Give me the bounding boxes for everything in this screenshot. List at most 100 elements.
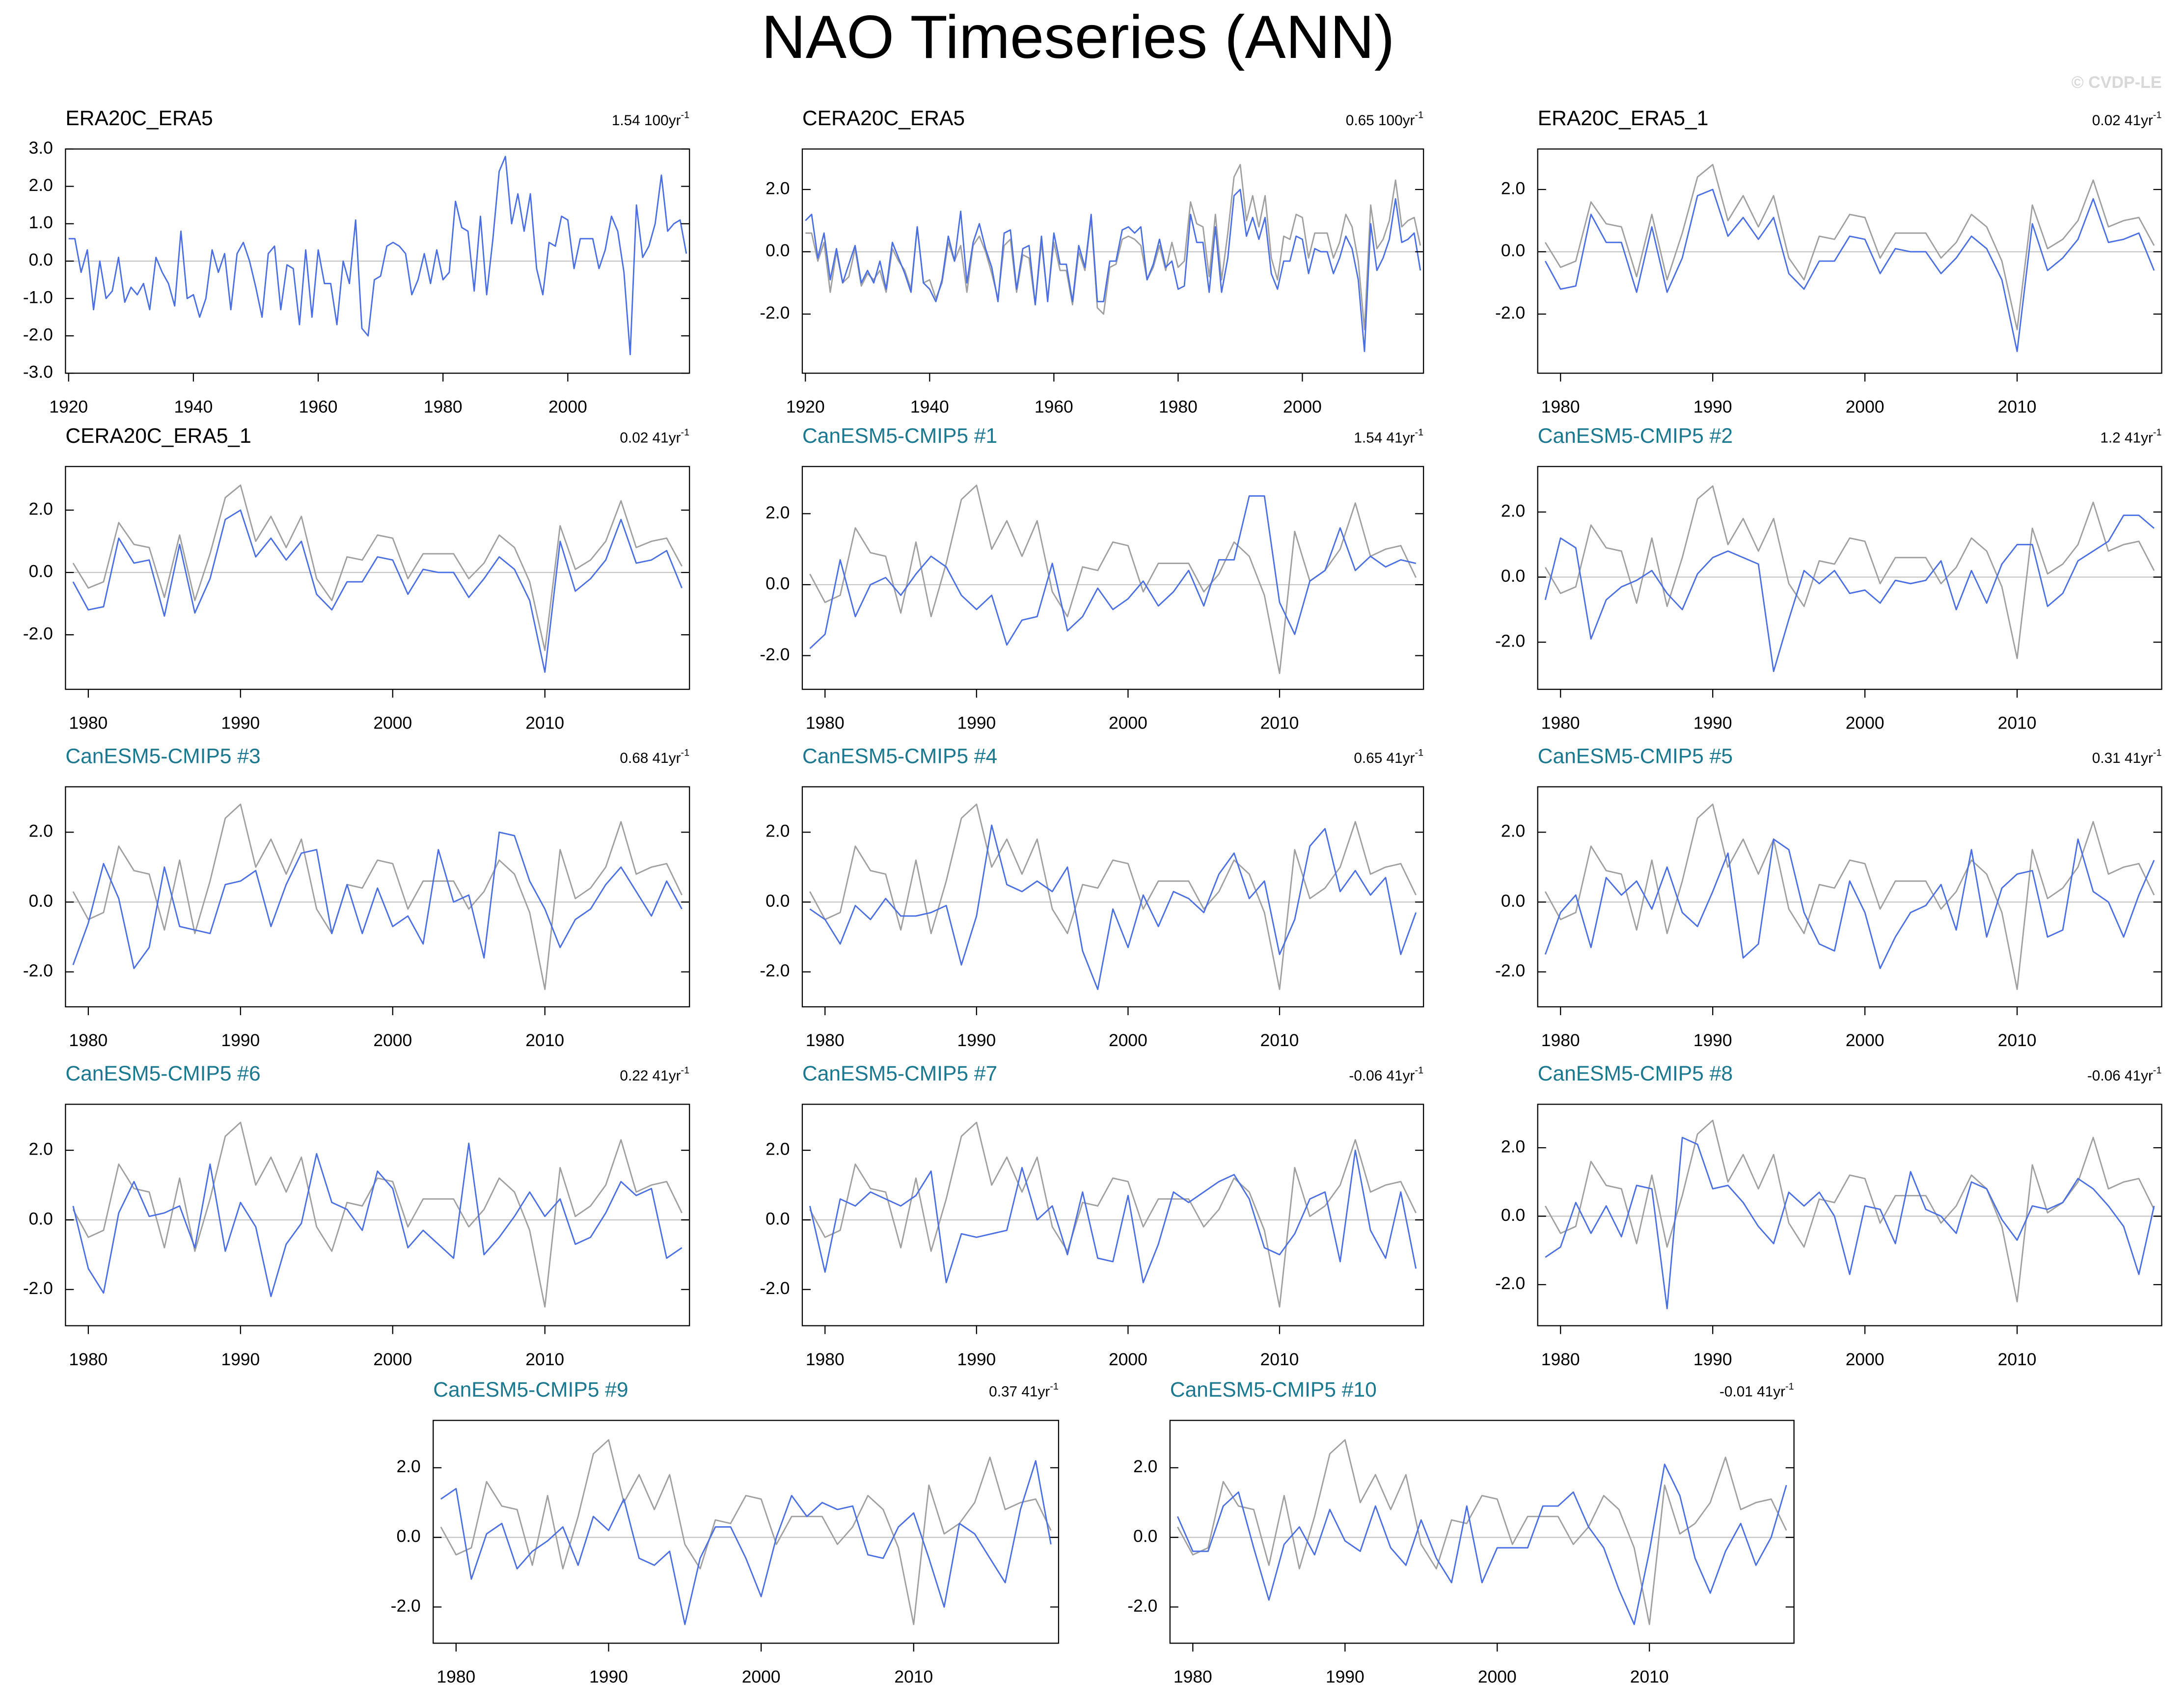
- y-tick-label: 2.0: [765, 178, 790, 198]
- x-tick-label: 2000: [1283, 397, 1322, 417]
- trend-value: 0.65 41yr: [1354, 750, 1415, 766]
- trend-exponent: -1: [681, 1065, 690, 1076]
- series-line: [440, 1439, 1052, 1625]
- y-tick-label: 1.0: [29, 213, 53, 232]
- plot-frame: [1169, 1420, 1795, 1644]
- x-tick-label: 1980: [1541, 1350, 1580, 1369]
- x-tick-label: 2000: [1109, 1350, 1147, 1369]
- x-tick-label: 1980: [1541, 713, 1580, 732]
- trend-value: 0.02 41yr: [620, 430, 681, 446]
- series-line: [72, 803, 682, 990]
- plot-frame: [801, 1104, 1424, 1326]
- trend-exponent: -1: [1785, 1381, 1794, 1392]
- x-tick-label: 2010: [1260, 1030, 1299, 1050]
- y-tick-label: 2.0: [29, 1139, 53, 1159]
- x-tick-label: 1990: [957, 1030, 996, 1050]
- trend-label: -0.06 41yr-1: [1349, 1065, 1423, 1084]
- y-tick-label: 0.0: [1133, 1526, 1157, 1546]
- series-line: [1544, 838, 2155, 970]
- trend-exponent: -1: [1415, 427, 1423, 438]
- plot-frame: [1537, 1104, 2162, 1326]
- figure-title: NAO Timeseries (ANN): [762, 3, 1395, 71]
- y-tick-label: -2.0: [23, 324, 53, 344]
- y-tick-label: 2.0: [1133, 1457, 1157, 1476]
- x-tick-label: 2000: [1846, 397, 1884, 417]
- plot-frame: [65, 466, 690, 690]
- panel-title: CanESM5-CMIP5 #7: [802, 1062, 997, 1085]
- x-tick-label: 1980: [69, 713, 108, 732]
- trend-value: 0.65 100yr: [1346, 112, 1415, 129]
- trend-exponent: -1: [681, 748, 690, 758]
- x-tick-label: 1990: [1693, 397, 1732, 417]
- panel-title: CanESM5-CMIP5 #2: [1538, 424, 1733, 448]
- y-tick-label: 0.0: [765, 891, 790, 911]
- x-tick-label: 1980: [437, 1667, 475, 1687]
- x-tick-label: 2010: [525, 1030, 564, 1050]
- trend-value: 0.31 41yr: [2092, 750, 2153, 766]
- x-tick-label: 1990: [221, 1350, 260, 1369]
- trend-label: 0.68 41yr-1: [620, 748, 689, 766]
- x-tick-label: 2010: [1998, 1350, 2037, 1369]
- y-tick-label: 2.0: [765, 1139, 790, 1159]
- trend-label: -0.01 41yr-1: [1720, 1381, 1794, 1400]
- series-line: [809, 1149, 1417, 1283]
- y-tick-label: -2.0: [23, 1278, 53, 1298]
- y-tick-label: -2.0: [1495, 1273, 1525, 1293]
- x-tick-label: 2010: [1260, 1350, 1299, 1369]
- panel-title: CanESM5-CMIP5 #5: [1538, 744, 1733, 768]
- x-tick-label: 2000: [373, 713, 412, 732]
- trend-value: 0.22 41yr: [620, 1068, 681, 1084]
- series-line: [440, 1460, 1052, 1625]
- y-tick-label: -2.0: [760, 645, 790, 664]
- trend-label: 0.65 100yr-1: [1346, 110, 1423, 129]
- panel-title: CERA20C_ERA5_1: [65, 424, 251, 448]
- panel-title: CanESM5-CMIP5 #1: [802, 424, 997, 448]
- panel-title: CanESM5-CMIP5 #4: [802, 744, 997, 768]
- y-tick-label: 0.0: [1501, 891, 1525, 911]
- y-tick-label: 0.0: [29, 250, 53, 270]
- x-tick-label: 2010: [1998, 713, 2037, 732]
- trend-exponent: -1: [1415, 110, 1423, 121]
- x-tick-label: 2000: [548, 397, 587, 417]
- series-line: [809, 495, 1417, 649]
- y-tick-label: 0.0: [765, 241, 790, 260]
- x-tick-label: 1920: [49, 397, 88, 417]
- panel-title: CanESM5-CMIP5 #6: [65, 1062, 260, 1085]
- panel-title: CanESM5-CMIP5 #10: [1170, 1378, 1377, 1402]
- x-tick-label: 1980: [1541, 1030, 1580, 1050]
- series-line: [72, 1142, 682, 1297]
- y-tick-label: -2.0: [760, 961, 790, 980]
- series-line: [72, 831, 682, 970]
- series-line: [1177, 1439, 1787, 1625]
- trend-label: 1.54 100yr-1: [612, 110, 689, 129]
- trend-label: 0.22 41yr-1: [620, 1065, 689, 1084]
- series-line: [809, 1121, 1417, 1308]
- x-tick-label: 2010: [525, 713, 564, 732]
- x-tick-label: 1980: [69, 1350, 108, 1369]
- x-tick-label: 1990: [1326, 1667, 1365, 1687]
- x-tick-label: 1940: [174, 397, 213, 417]
- y-tick-label: 2.0: [29, 821, 53, 841]
- x-tick-label: 2000: [1846, 1030, 1884, 1050]
- trend-value: 1.54 100yr: [612, 112, 681, 129]
- trend-value: 0.68 41yr: [620, 750, 681, 766]
- y-tick-label: 0.0: [29, 891, 53, 911]
- trend-value: -0.06 41yr: [1349, 1068, 1415, 1084]
- x-tick-label: 1980: [806, 1350, 845, 1369]
- y-tick-label: 2.0: [29, 175, 53, 195]
- x-tick-label: 1990: [221, 713, 260, 732]
- series-line: [72, 509, 683, 673]
- y-tick-label: 0.0: [1501, 1205, 1525, 1225]
- y-tick-label: -2.0: [23, 623, 53, 643]
- y-tick-label: 2.0: [1501, 1136, 1525, 1156]
- x-tick-label: 1980: [806, 713, 845, 732]
- series-line: [805, 189, 1421, 352]
- series-line: [809, 824, 1417, 990]
- y-tick-label: -2.0: [1495, 631, 1525, 650]
- x-tick-label: 1980: [806, 1030, 845, 1050]
- series-line: [1545, 485, 2155, 659]
- x-tick-label: 1990: [957, 713, 996, 732]
- trend-exponent: -1: [2153, 427, 2162, 438]
- y-tick-label: 0.0: [29, 1209, 53, 1228]
- trend-exponent: -1: [1050, 1381, 1059, 1392]
